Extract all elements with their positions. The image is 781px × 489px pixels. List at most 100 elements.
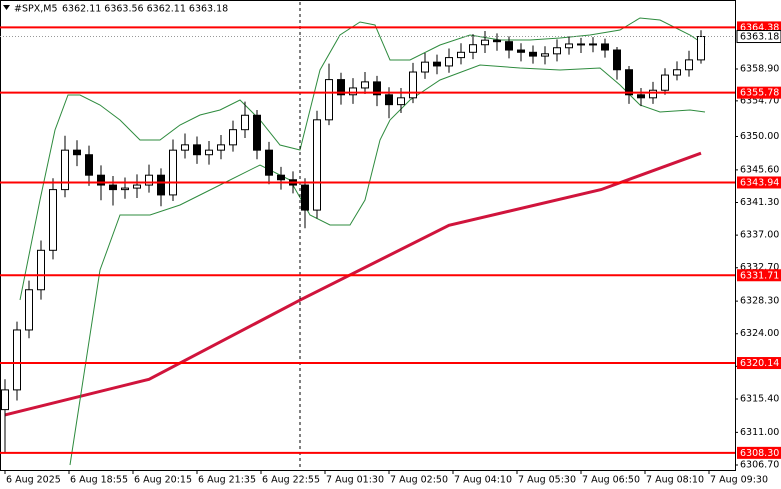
x-tick-label: 7 Aug 01:30 — [326, 475, 384, 486]
candle-body — [517, 49, 525, 53]
y-tick-label: 6311.00 — [740, 427, 779, 438]
price-label: 6363.18 — [740, 32, 779, 43]
x-tick-label: 6 Aug 21:35 — [198, 475, 256, 486]
y-tick-label: 6354.70 — [740, 95, 779, 106]
candle-body — [61, 149, 69, 191]
y-tick-label: 6332.70 — [740, 262, 779, 273]
level-label: 6308.30 — [740, 448, 779, 459]
candle-body — [277, 174, 285, 181]
candle-body — [481, 39, 489, 46]
level-box — [737, 446, 781, 459]
candle-body — [685, 59, 693, 71]
x-tick-label: 7 Aug 08:10 — [646, 475, 704, 486]
candle-body — [181, 144, 189, 151]
level-box — [737, 86, 781, 99]
x-tick-label: 7 Aug 06:50 — [582, 475, 640, 486]
candle-body — [145, 174, 153, 186]
candle-body — [229, 129, 237, 146]
candle-body — [373, 81, 381, 96]
candle-body — [73, 149, 81, 156]
candle-body — [673, 69, 681, 76]
level-label: 6355.78 — [740, 88, 779, 99]
candle-body — [121, 187, 129, 191]
symbol-marker — [3, 5, 10, 10]
price-box — [736, 30, 781, 44]
level-label: 6331.71 — [740, 270, 779, 281]
bollinger-band — [19, 17, 706, 301]
y-tick-label: 6328.30 — [740, 296, 779, 307]
candle-body — [97, 174, 105, 186]
level-label: 6364.38 — [740, 22, 779, 33]
chart-title: #SPX,M5 — [14, 4, 58, 15]
candle-body — [529, 51, 537, 57]
y-tick-label: 6324.00 — [740, 328, 779, 339]
x-tick-label: 7 Aug 05:30 — [518, 475, 576, 486]
candle-body — [409, 71, 417, 99]
ohlc-readout: 6362.11 6363.56 6362.11 6363.18 — [62, 4, 228, 15]
candle-body — [193, 144, 201, 156]
candle-body — [433, 61, 441, 67]
candle-body — [253, 114, 261, 151]
candle-body — [457, 51, 465, 59]
level-box — [737, 176, 781, 189]
candle-body — [589, 43, 597, 46]
x-tick-label: 6 Aug 20:15 — [134, 475, 192, 486]
candle-body — [601, 43, 609, 51]
candle-body — [325, 79, 333, 121]
candle-body — [385, 94, 393, 106]
x-tick-label: 6 Aug 2025 — [6, 475, 61, 486]
moving-average — [4, 151, 702, 417]
level-box — [737, 357, 781, 370]
x-tick-label: 7 Aug 09:30 — [710, 475, 768, 486]
candle-body — [421, 61, 429, 73]
candle-body — [637, 94, 645, 99]
candle-body — [265, 149, 273, 176]
candle-body — [37, 249, 45, 291]
candle-body — [505, 41, 513, 51]
candle-body — [217, 144, 225, 151]
candle-body — [169, 149, 177, 196]
y-tick-label: 6341.30 — [740, 197, 779, 208]
candle-body — [397, 97, 405, 106]
x-tick-label: 7 Aug 04:10 — [454, 475, 512, 486]
candle-body — [565, 43, 573, 49]
y-tick-label: 6315.40 — [740, 393, 779, 404]
candle-body — [13, 329, 21, 391]
plot — [1, 17, 706, 466]
candle-body — [613, 49, 621, 71]
candle-body — [625, 69, 633, 96]
x-tick-label: 6 Aug 18:55 — [70, 475, 128, 486]
candle-body — [697, 36, 705, 61]
candle-body — [241, 114, 249, 131]
candle-body — [541, 53, 549, 57]
level-box — [737, 269, 781, 282]
candle-body — [85, 154, 93, 176]
y-tick-label: 6306.70 — [740, 459, 779, 470]
candle-body — [49, 189, 57, 251]
candle-body — [649, 89, 657, 99]
candle-body — [109, 184, 117, 191]
x-tick-label: 6 Aug 22:55 — [262, 475, 320, 486]
bollinger-band — [69, 64, 706, 466]
y-tick-label: 6350.00 — [740, 131, 779, 142]
candle-body — [493, 39, 501, 43]
x-tick-label: 7 Aug 02:50 — [390, 475, 448, 486]
candle-body — [469, 44, 477, 53]
candle-body — [445, 57, 453, 67]
y-tick-label: 6358.90 — [740, 63, 779, 74]
candle-body — [553, 47, 561, 55]
candle-body — [157, 174, 165, 196]
candle-body — [577, 43, 585, 46]
candle-body — [313, 119, 321, 211]
y-tick-label: 6337.00 — [740, 230, 779, 241]
candle-body — [337, 79, 345, 96]
candle-body — [25, 289, 33, 331]
candle-body — [349, 87, 357, 96]
level-label: 6320.14 — [740, 358, 779, 369]
candle-body — [301, 184, 309, 211]
y-tick-label: 6345.60 — [740, 164, 779, 175]
candle-body — [661, 74, 669, 91]
